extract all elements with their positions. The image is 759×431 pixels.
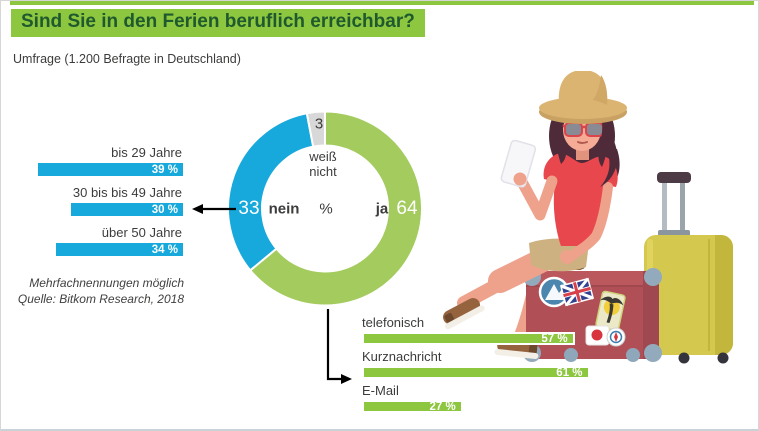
age-row-1: 30 bis bis 49 Jahre 30 % bbox=[1, 185, 183, 216]
front-shoe-icon bbox=[443, 298, 485, 330]
age-row-0: bis 29 Jahre 39 % bbox=[1, 145, 183, 176]
channel-bar-1: 61 % bbox=[362, 366, 590, 379]
age-label-2: über 50 Jahre bbox=[101, 225, 182, 240]
donut-segment-ja bbox=[248, 110, 423, 307]
channel-bar-2: 27 % bbox=[362, 400, 463, 413]
age-bar-1: 30 % bbox=[71, 203, 183, 216]
channel-label-2: E-Mail bbox=[362, 383, 399, 398]
traveler-illustration bbox=[443, 71, 733, 364]
uk-flag-sticker bbox=[559, 277, 595, 307]
donut-label-nein: nein bbox=[268, 200, 300, 218]
japan-flag-sticker bbox=[585, 325, 610, 346]
channel-bar-chart: telefonisch 57 % Kurznachricht 61 % E-Mail 27… bbox=[362, 315, 622, 417]
yellow-suitcase-icon bbox=[644, 235, 733, 364]
donut-chart bbox=[227, 110, 423, 307]
source-note: Mehrfachnennungen möglich Quelle: Bitkom… bbox=[1, 275, 184, 307]
age-bar-2: 34 % bbox=[56, 243, 183, 256]
age-row-2: über 50 Jahre 34 % bbox=[1, 225, 183, 256]
page-title: Sind Sie in den Ferien beruflich erreich… bbox=[11, 9, 425, 37]
trolley-handle-icon bbox=[657, 172, 691, 238]
age-label-1: 30 bis bis 49 Jahre bbox=[72, 185, 182, 200]
donut-value-nein: 33 bbox=[238, 198, 260, 219]
age-label-0: bis 29 Jahre bbox=[111, 145, 182, 160]
phone-icon bbox=[500, 139, 537, 188]
donut-value-ja: 64 bbox=[396, 198, 418, 219]
channel-label-0: telefonisch bbox=[362, 315, 425, 330]
source-note-line2: Quelle: Bitkom Research, 2018 bbox=[17, 292, 184, 307]
survey-subtitle: Umfrage (1.200 Befragte in Deutschland) bbox=[13, 52, 241, 66]
donut-label-ja: ja bbox=[375, 200, 389, 218]
hat-icon bbox=[539, 71, 627, 124]
age-bar-chart: bis 29 Jahre 39 % 30 bis bis 49 Jahre 30 % ü… bbox=[1, 145, 183, 265]
mouth bbox=[577, 141, 588, 144]
donut-label-weiss-nicht: weiß nicht bbox=[309, 149, 337, 179]
palm-sticker bbox=[595, 290, 626, 332]
donut-segment-nein bbox=[227, 112, 315, 272]
donut-value-weiss-nicht: 3 bbox=[314, 115, 324, 133]
donut-center-percent: % bbox=[319, 200, 333, 218]
top-accent-strip bbox=[10, 1, 754, 5]
source-note-line1: Mehrfachnennungen möglich bbox=[29, 276, 184, 290]
arrow-to-age-bars-icon bbox=[192, 204, 236, 214]
arrow-to-channel-bars-icon bbox=[326, 309, 352, 384]
left-arm bbox=[565, 182, 613, 262]
channel-bar-0: 57 % bbox=[362, 332, 575, 345]
age-bar-0: 39 % bbox=[37, 163, 183, 176]
right-arm bbox=[515, 174, 558, 221]
channel-row-2: E-Mail 27 % bbox=[362, 383, 622, 413]
tshirt bbox=[543, 153, 618, 246]
compass-sticker bbox=[606, 327, 626, 347]
channel-row-1: Kurznachricht 61 % bbox=[362, 349, 622, 379]
sunglasses-icon bbox=[558, 122, 606, 137]
channel-label-1: Kurznachricht bbox=[362, 349, 442, 364]
hand bbox=[513, 172, 527, 186]
shorts bbox=[529, 238, 589, 272]
channel-row-0: telefonisch 57 % bbox=[362, 315, 622, 345]
donut-segment-weiß-nicht bbox=[305, 110, 326, 148]
